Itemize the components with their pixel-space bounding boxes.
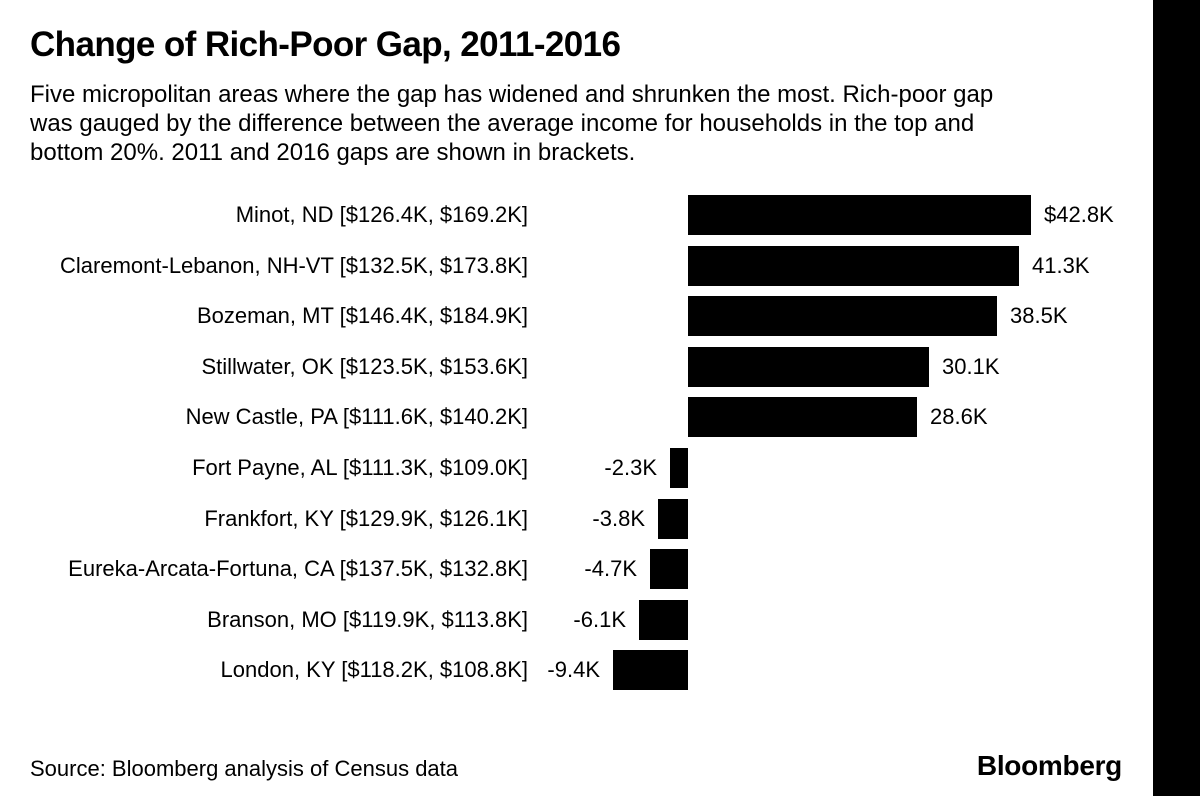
category-label: Minot, ND [$126.4K, $169.2K] [235, 202, 528, 227]
value-label: 30.1K [942, 354, 1000, 379]
value-label: -9.4K [547, 657, 600, 682]
subtitle-line-2: was gauged by the difference between the… [30, 110, 975, 137]
category-label: London, KY [$118.2K, $108.8K] [220, 657, 528, 682]
bar [688, 397, 917, 437]
bar [613, 650, 688, 690]
category-label: New Castle, PA [$111.6K, $140.2K] [185, 404, 528, 429]
value-label: 28.6K [930, 404, 988, 429]
bloomberg-logo: Bloomberg [976, 750, 1122, 781]
chart-subtitle: Five micropolitan areas where the gap ha… [30, 80, 993, 167]
bar [688, 246, 1019, 286]
category-label: Stillwater, OK [$123.5K, $153.6K] [201, 354, 528, 379]
subtitle-line-3: bottom 20%. 2011 and 2016 gaps are shown… [30, 139, 636, 166]
bar [650, 549, 688, 589]
bar [658, 499, 688, 539]
value-label: -2.3K [604, 455, 657, 480]
bar [639, 600, 688, 640]
category-label: Claremont-Lebanon, NH-VT [$132.5K, $173.… [60, 253, 528, 278]
bar [688, 296, 997, 336]
category-label: Branson, MO [$119.9K, $113.8K] [207, 607, 528, 632]
value-label: -4.7K [584, 556, 637, 581]
chart-title: Change of Rich-Poor Gap, 2011-2016 [30, 25, 621, 64]
category-label: Eureka-Arcata-Fortuna, CA [$137.5K, $132… [68, 556, 528, 581]
value-label: -3.8K [592, 506, 645, 531]
value-label: -6.1K [573, 607, 626, 632]
category-label: Bozeman, MT [$146.4K, $184.9K] [196, 303, 528, 328]
source-note: Source: Bloomberg analysis of Census dat… [30, 756, 459, 781]
value-label: 38.5K [1010, 303, 1068, 328]
bar [670, 448, 688, 488]
value-label: 41.3K [1032, 253, 1090, 278]
bar [688, 347, 929, 387]
category-label: Frankfort, KY [$129.9K, $126.1K] [204, 506, 528, 531]
value-label: $42.8K [1044, 202, 1114, 227]
bar [688, 195, 1031, 235]
bar-chart: Minot, ND [$126.4K, $169.2K] $42.8K Clarem… [0, 190, 1200, 696]
subtitle-line-1: Five micropolitan areas where the gap ha… [30, 81, 994, 108]
category-label: Fort Payne, AL [$111.3K, $109.0K] [192, 455, 528, 480]
right-edge-stripe [1153, 0, 1200, 796]
